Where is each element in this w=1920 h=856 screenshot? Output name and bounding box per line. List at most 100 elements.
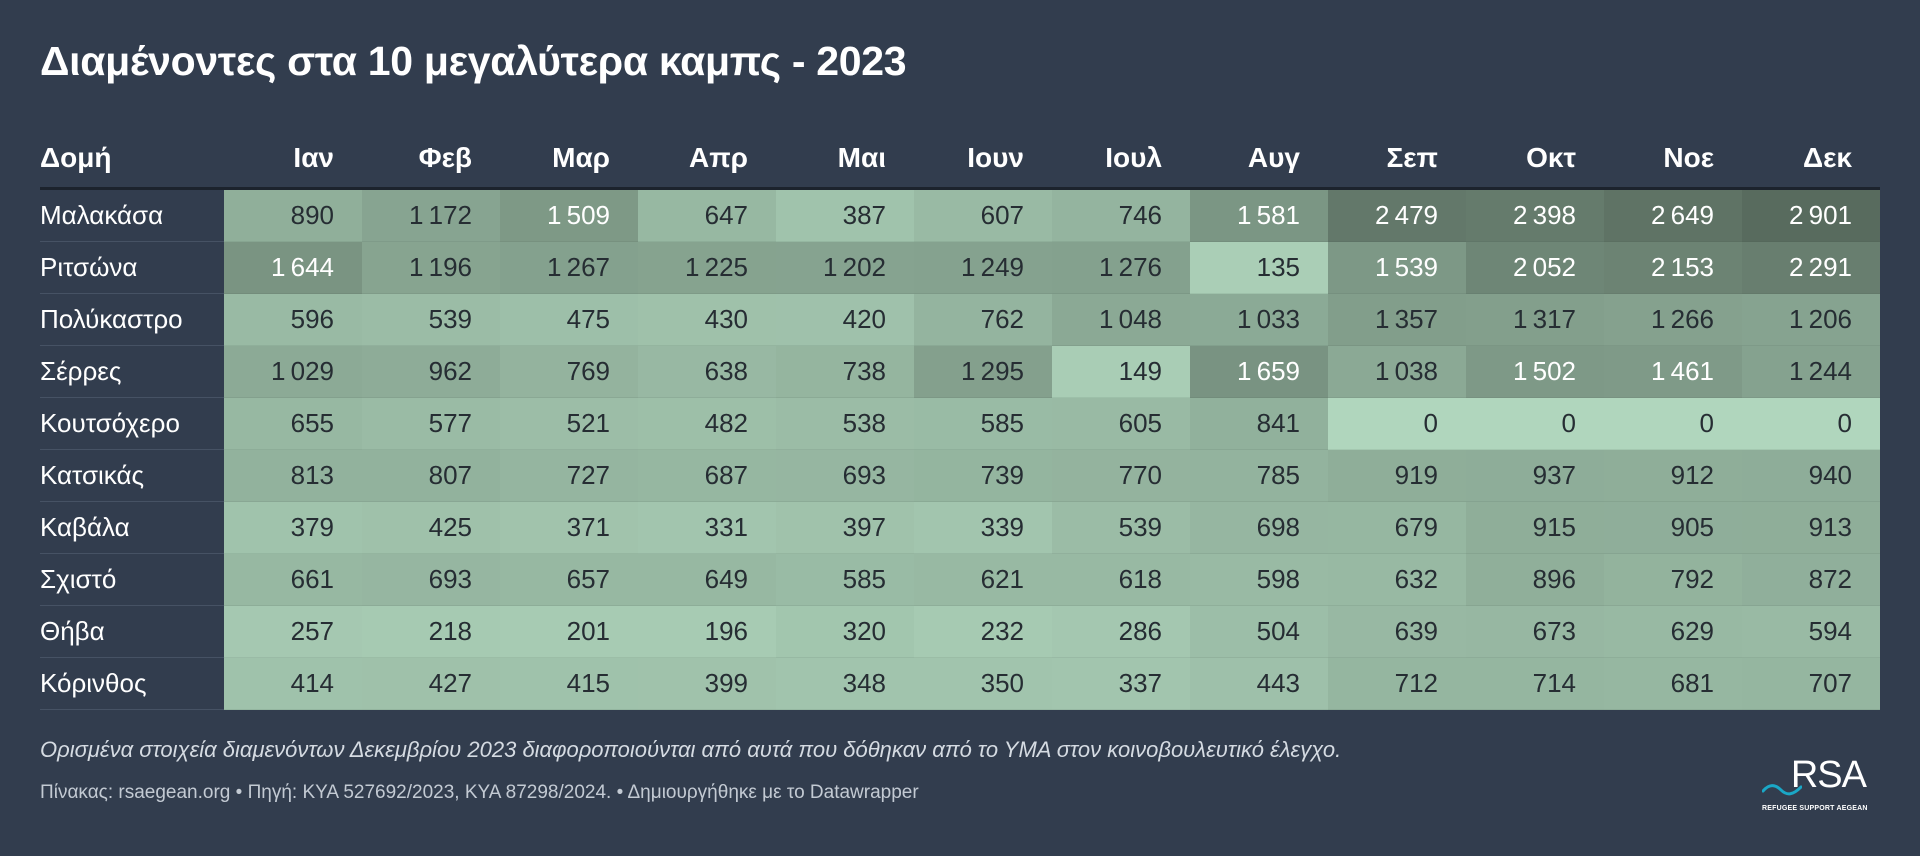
heatmap-cell: 594 bbox=[1742, 605, 1880, 658]
heatmap-cell: 1 038 bbox=[1328, 345, 1466, 398]
heatmap-cell: 420 bbox=[776, 293, 914, 346]
heatmap-cell: 0 bbox=[1604, 397, 1742, 450]
column-header-month: Μαρ bbox=[500, 129, 638, 190]
heatmap-cell: 605 bbox=[1052, 397, 1190, 450]
heatmap-table: Δομή Ιαν Φεβ Μαρ Απρ Μαι Ιουν Ιουλ Αυγ Σεπ Οκτ Νοε… bbox=[40, 129, 1880, 710]
row-label: Κατσικάς bbox=[40, 449, 224, 502]
heatmap-cell: 1 581 bbox=[1190, 188, 1328, 242]
heatmap-cell: 539 bbox=[1052, 501, 1190, 554]
heatmap-cell: 915 bbox=[1466, 501, 1604, 554]
heatmap-cell: 521 bbox=[500, 397, 638, 450]
column-header-month: Απρ bbox=[638, 129, 776, 190]
heatmap-cell: 962 bbox=[362, 345, 500, 398]
heatmap-cell: 940 bbox=[1742, 449, 1880, 502]
heatmap-cell: 135 bbox=[1190, 241, 1328, 294]
heatmap-cell: 1 033 bbox=[1190, 293, 1328, 346]
heatmap-cell: 896 bbox=[1466, 553, 1604, 606]
heatmap-cell: 1 539 bbox=[1328, 241, 1466, 294]
heatmap-cell: 348 bbox=[776, 657, 914, 710]
heatmap-cell: 679 bbox=[1328, 501, 1466, 554]
heatmap-cell: 661 bbox=[224, 553, 362, 606]
column-header-month: Οκτ bbox=[1466, 129, 1604, 190]
table-row: Κατσικάς 813 807 727 687 693 739 770 785 919 937 91… bbox=[40, 449, 1880, 502]
table-row: Κουτσόχερο 655 577 521 482 538 585 605 841 0 0 0 0 bbox=[40, 397, 1880, 450]
heatmap-cell: 681 bbox=[1604, 657, 1742, 710]
heatmap-cell: 1 644 bbox=[224, 241, 362, 294]
row-label: Κόρινθος bbox=[40, 657, 224, 710]
heatmap-cell: 504 bbox=[1190, 605, 1328, 658]
heatmap-cell: 649 bbox=[638, 553, 776, 606]
heatmap-cell: 1 461 bbox=[1604, 345, 1742, 398]
heatmap-cell: 1 267 bbox=[500, 241, 638, 294]
heatmap-cell: 257 bbox=[224, 605, 362, 658]
heatmap-cell: 841 bbox=[1190, 397, 1328, 450]
row-label: Ριτσώνα bbox=[40, 241, 224, 294]
table-row: Ριτσώνα 1 644 1 196 1 267 1 225 1 202 1 249 1 2… bbox=[40, 241, 1880, 294]
row-label: Καβάλα bbox=[40, 501, 224, 554]
heatmap-cell: 739 bbox=[914, 449, 1052, 502]
heatmap-cell: 1 048 bbox=[1052, 293, 1190, 346]
heatmap-cell: 770 bbox=[1052, 449, 1190, 502]
heatmap-cell: 813 bbox=[224, 449, 362, 502]
heatmap-cell: 0 bbox=[1328, 397, 1466, 450]
header-row: Δομή Ιαν Φεβ Μαρ Απρ Μαι Ιουν Ιουλ Αυγ Σεπ Οκτ Νοε… bbox=[40, 129, 1880, 190]
heatmap-cell: 657 bbox=[500, 553, 638, 606]
heatmap-cell: 196 bbox=[638, 605, 776, 658]
heatmap-cell: 1 029 bbox=[224, 345, 362, 398]
rsa-logo: RSA REFUGEE SUPPORT AEGEAN bbox=[1762, 754, 1867, 812]
footnote: Ορισμένα στοιχεία διαμενόντων Δεκεμβρίου… bbox=[40, 737, 1342, 762]
heatmap-cell: 890 bbox=[224, 188, 362, 242]
heatmap-cell: 475 bbox=[500, 293, 638, 346]
heatmap-cell: 218 bbox=[362, 605, 500, 658]
heatmap-cell: 1 276 bbox=[1052, 241, 1190, 294]
source-line: Πίνακας: rsaegean.org • Πηγή: ΚΥΑ 527692… bbox=[40, 782, 919, 803]
row-label: Σχιστό bbox=[40, 553, 224, 606]
heatmap-cell: 598 bbox=[1190, 553, 1328, 606]
heatmap-cell: 443 bbox=[1190, 657, 1328, 710]
table-body: Μαλακάσα 890 1 172 1 509 647 387 607 746 1 581 2 … bbox=[40, 188, 1880, 710]
heatmap-cell: 1 244 bbox=[1742, 345, 1880, 398]
heatmap-cell: 1 502 bbox=[1466, 345, 1604, 398]
heatmap-cell: 712 bbox=[1328, 657, 1466, 710]
heatmap-cell: 919 bbox=[1328, 449, 1466, 502]
heatmap-cell: 482 bbox=[638, 397, 776, 450]
heatmap-cell: 0 bbox=[1742, 397, 1880, 450]
heatmap-cell: 539 bbox=[362, 293, 500, 346]
heatmap-cell: 585 bbox=[914, 397, 1052, 450]
heatmap-cell: 655 bbox=[224, 397, 362, 450]
heatmap-cell: 387 bbox=[776, 188, 914, 242]
heatmap-cell: 2 479 bbox=[1328, 188, 1466, 242]
heatmap-cell: 629 bbox=[1604, 605, 1742, 658]
heatmap-cell: 1 295 bbox=[914, 345, 1052, 398]
heatmap-cell: 286 bbox=[1052, 605, 1190, 658]
heatmap-cell: 639 bbox=[1328, 605, 1466, 658]
row-label: Σέρρες bbox=[40, 345, 224, 398]
heatmap-cell: 399 bbox=[638, 657, 776, 710]
heatmap-cell: 430 bbox=[638, 293, 776, 346]
column-header-month: Νοε bbox=[1604, 129, 1742, 190]
heatmap-cell: 577 bbox=[362, 397, 500, 450]
heatmap-cell: 727 bbox=[500, 449, 638, 502]
heatmap-cell: 538 bbox=[776, 397, 914, 450]
heatmap-cell: 769 bbox=[500, 345, 638, 398]
heatmap-cell: 693 bbox=[776, 449, 914, 502]
heatmap-cell: 1 225 bbox=[638, 241, 776, 294]
heatmap-cell: 337 bbox=[1052, 657, 1190, 710]
table-row: Σέρρες 1 029 962 769 638 738 1 295 149 1 659 1 03… bbox=[40, 345, 1880, 398]
heatmap-cell: 1 172 bbox=[362, 188, 500, 242]
heatmap-cell: 638 bbox=[638, 345, 776, 398]
chart-title: Διαμένοντες στα 10 μεγαλύτερα καμπς - 20… bbox=[40, 38, 907, 84]
row-label: Πολύκαστρο bbox=[40, 293, 224, 346]
column-header-structure: Δομή bbox=[40, 129, 224, 190]
column-header-month: Δεκ bbox=[1742, 129, 1880, 190]
column-header-month: Ιαν bbox=[224, 129, 362, 190]
heatmap-cell: 2 398 bbox=[1466, 188, 1604, 242]
heatmap-cell: 2 901 bbox=[1742, 188, 1880, 242]
heatmap-cell: 201 bbox=[500, 605, 638, 658]
heatmap-cell: 1 317 bbox=[1466, 293, 1604, 346]
logo-text: RSA bbox=[1790, 754, 1867, 796]
heatmap-cell: 414 bbox=[224, 657, 362, 710]
heatmap-cell: 585 bbox=[776, 553, 914, 606]
heatmap-cell: 350 bbox=[914, 657, 1052, 710]
heatmap-cell: 912 bbox=[1604, 449, 1742, 502]
